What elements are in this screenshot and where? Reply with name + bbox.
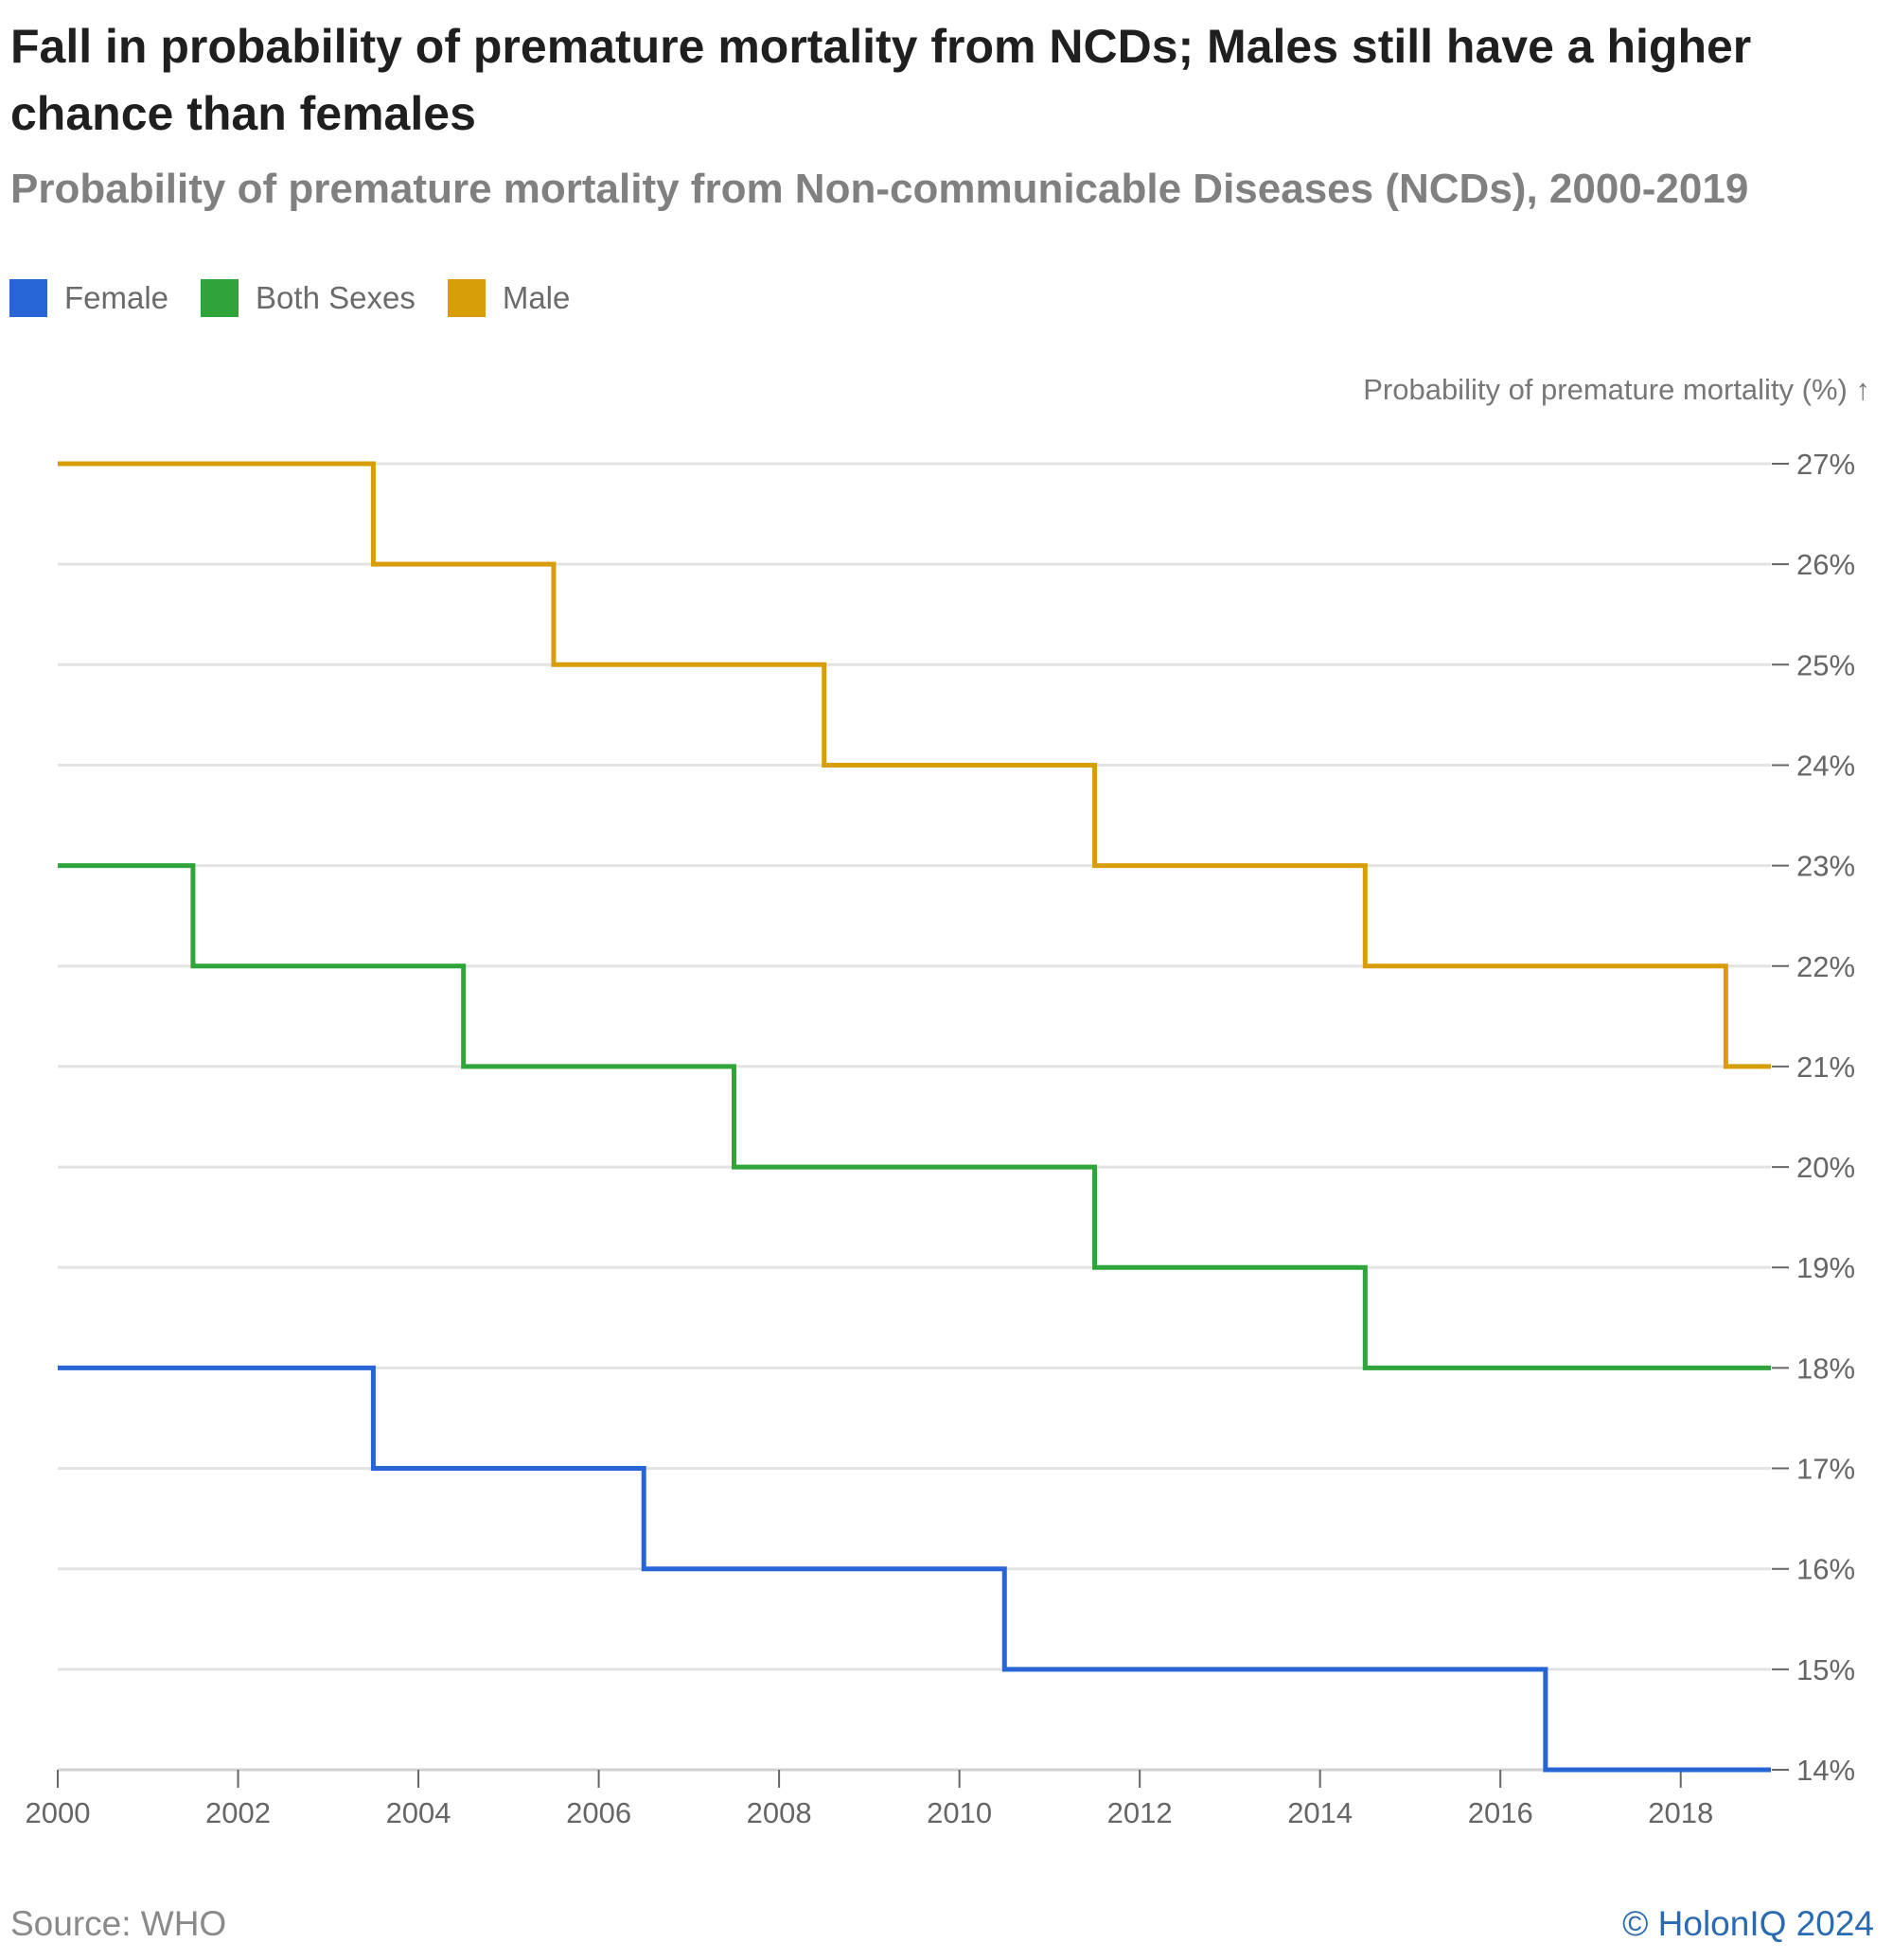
y-tick-label-19: 19%	[1796, 1251, 1855, 1284]
legend-swatch-both-sexes	[201, 279, 239, 317]
y-tick-label-25: 25%	[1796, 648, 1855, 681]
y-tick-label-20: 20%	[1796, 1151, 1855, 1184]
x-tick-label-2016: 2016	[1468, 1796, 1533, 1829]
y-tick-label-21: 21%	[1796, 1051, 1855, 1084]
y-tick-label-27: 27%	[1796, 448, 1855, 481]
legend-swatch-male	[447, 279, 486, 317]
chart-plot: Probability of premature mortality (%) ↑…	[26, 373, 1870, 1829]
series-line-both-sexes[interactable]	[58, 863, 1771, 1370]
legend-label-female: Female	[64, 280, 169, 315]
y-tick-label-17: 17%	[1796, 1453, 1855, 1486]
x-tick-label-2014: 2014	[1287, 1796, 1353, 1829]
chart-subtitle: Probability of premature mortality from …	[10, 166, 1749, 212]
y-tick-label-26: 26%	[1796, 548, 1855, 581]
x-tick-label-2000: 2000	[26, 1796, 91, 1829]
x-tick-label-2018: 2018	[1648, 1796, 1713, 1829]
x-tick-label-2010: 2010	[927, 1796, 992, 1829]
series-layer	[58, 461, 1771, 1773]
legend-item-female[interactable]: Female	[9, 279, 168, 317]
x-tick-label-2004: 2004	[386, 1796, 451, 1829]
x-tick-label-2002: 2002	[205, 1796, 271, 1829]
legend: Female Both Sexes Male	[9, 279, 602, 317]
x-tick-label-2008: 2008	[747, 1796, 812, 1829]
y-tick-label-22: 22%	[1796, 950, 1855, 983]
x-axis: 2000 2002 2004 2006 2008 2010 2012 2014 2016 2018	[26, 1768, 1771, 1829]
legend-item-both-sexes[interactable]: Both Sexes	[201, 279, 416, 317]
gridlines	[58, 462, 1771, 1671]
chart-title: Fall in probability of premature mortali…	[10, 20, 1752, 140]
y-tick-label-24: 24%	[1796, 749, 1855, 782]
y-axis-title: Probability of premature mortality (%) ↑	[1363, 373, 1870, 406]
series-line-female[interactable]	[58, 1365, 1771, 1773]
legend-swatch-female	[9, 279, 47, 317]
series-line-male[interactable]	[58, 461, 1771, 1069]
x-tick-label-2012: 2012	[1107, 1796, 1173, 1829]
source-note: Source: WHO	[10, 1904, 227, 1943]
y-tick-label-23: 23%	[1796, 850, 1855, 883]
legend-label-both-sexes: Both Sexes	[256, 280, 416, 315]
y-tick-label-15: 15%	[1796, 1653, 1855, 1686]
legend-label-male: Male	[502, 280, 571, 315]
x-tick-label-2006: 2006	[566, 1796, 631, 1829]
y-tick-label-18: 18%	[1796, 1351, 1855, 1385]
y-tick-label-16: 16%	[1796, 1553, 1855, 1586]
legend-item-male[interactable]: Male	[447, 279, 571, 317]
copyright-link[interactable]: © HolonIQ 2024	[1622, 1904, 1874, 1943]
y-axis: 14% 15% 16% 17% 18% 19% 20% 21% 22% 23% 24% 25% 26% 2…	[1772, 448, 1855, 1787]
y-tick-label-14: 14%	[1796, 1754, 1855, 1787]
